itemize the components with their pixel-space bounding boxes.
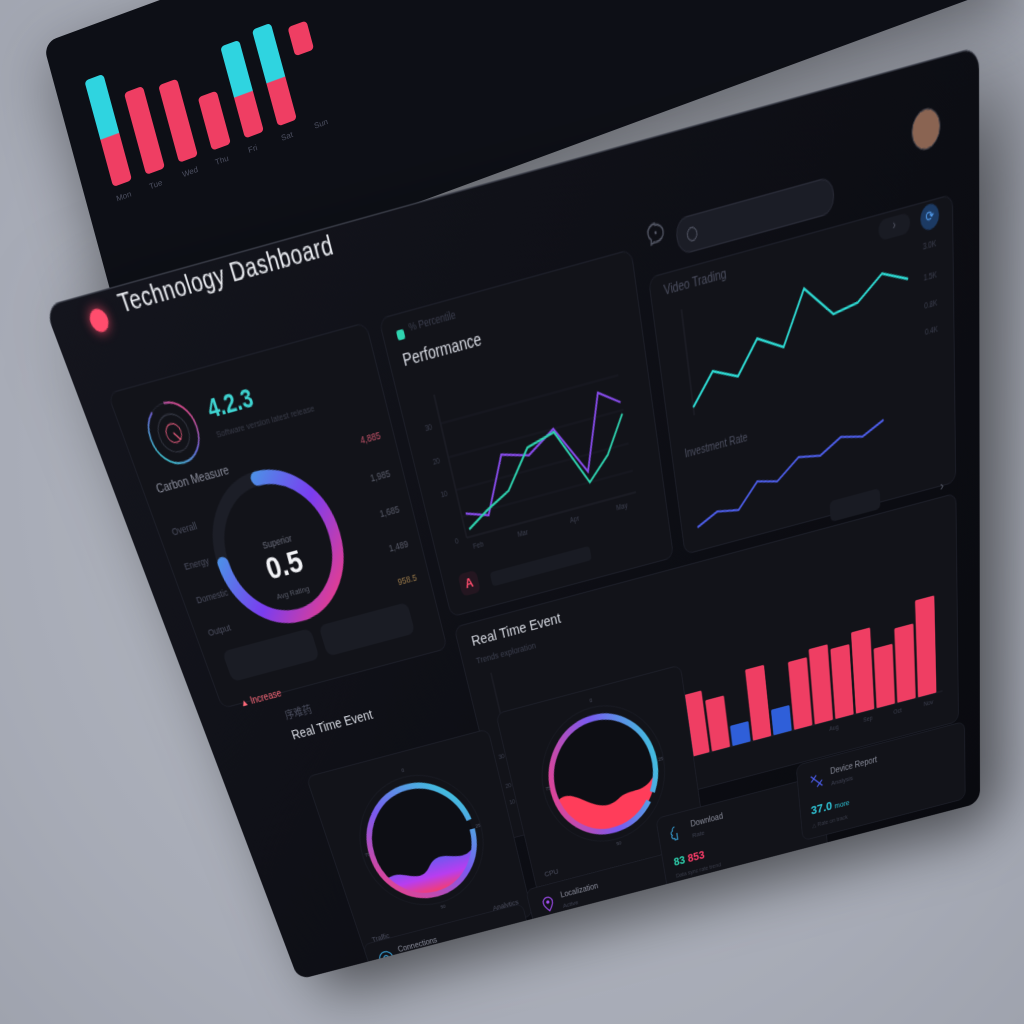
- svg-text:1.5K: 1.5K: [924, 270, 937, 283]
- svg-text:Sat: Sat: [280, 130, 294, 143]
- svg-text:Oct: Oct: [893, 707, 902, 716]
- svg-text:0.4K: 0.4K: [925, 324, 938, 337]
- svg-text:50: 50: [440, 903, 446, 909]
- svg-text:3.0K: 3.0K: [923, 238, 936, 251]
- svg-text:Nov: Nov: [924, 698, 934, 707]
- svg-text:0: 0: [401, 767, 405, 774]
- svg-text:Apr: Apr: [569, 514, 580, 525]
- svg-text:10: 10: [440, 489, 449, 499]
- svg-text:Tue: Tue: [148, 178, 164, 192]
- svg-text:Wed: Wed: [181, 165, 199, 179]
- svg-text:0.8K: 0.8K: [924, 298, 937, 311]
- svg-text:75: 75: [545, 785, 551, 792]
- svg-text:Sep: Sep: [863, 714, 873, 723]
- svg-text:May: May: [616, 501, 629, 512]
- svg-text:25: 25: [658, 755, 664, 762]
- svg-text:Feb: Feb: [472, 540, 484, 551]
- svg-text:Fri: Fri: [247, 143, 258, 155]
- svg-text:50: 50: [616, 840, 622, 847]
- svg-text:Sun: Sun: [313, 117, 329, 131]
- svg-text:Mar: Mar: [517, 528, 529, 539]
- svg-text:20: 20: [432, 456, 441, 466]
- svg-text:30: 30: [424, 422, 433, 433]
- svg-text:0: 0: [454, 537, 459, 546]
- svg-text:25: 25: [475, 822, 481, 829]
- svg-text:0: 0: [589, 697, 593, 704]
- svg-text:Mon: Mon: [115, 189, 132, 203]
- svg-text:Thu: Thu: [214, 154, 229, 167]
- svg-text:Aug: Aug: [829, 723, 839, 732]
